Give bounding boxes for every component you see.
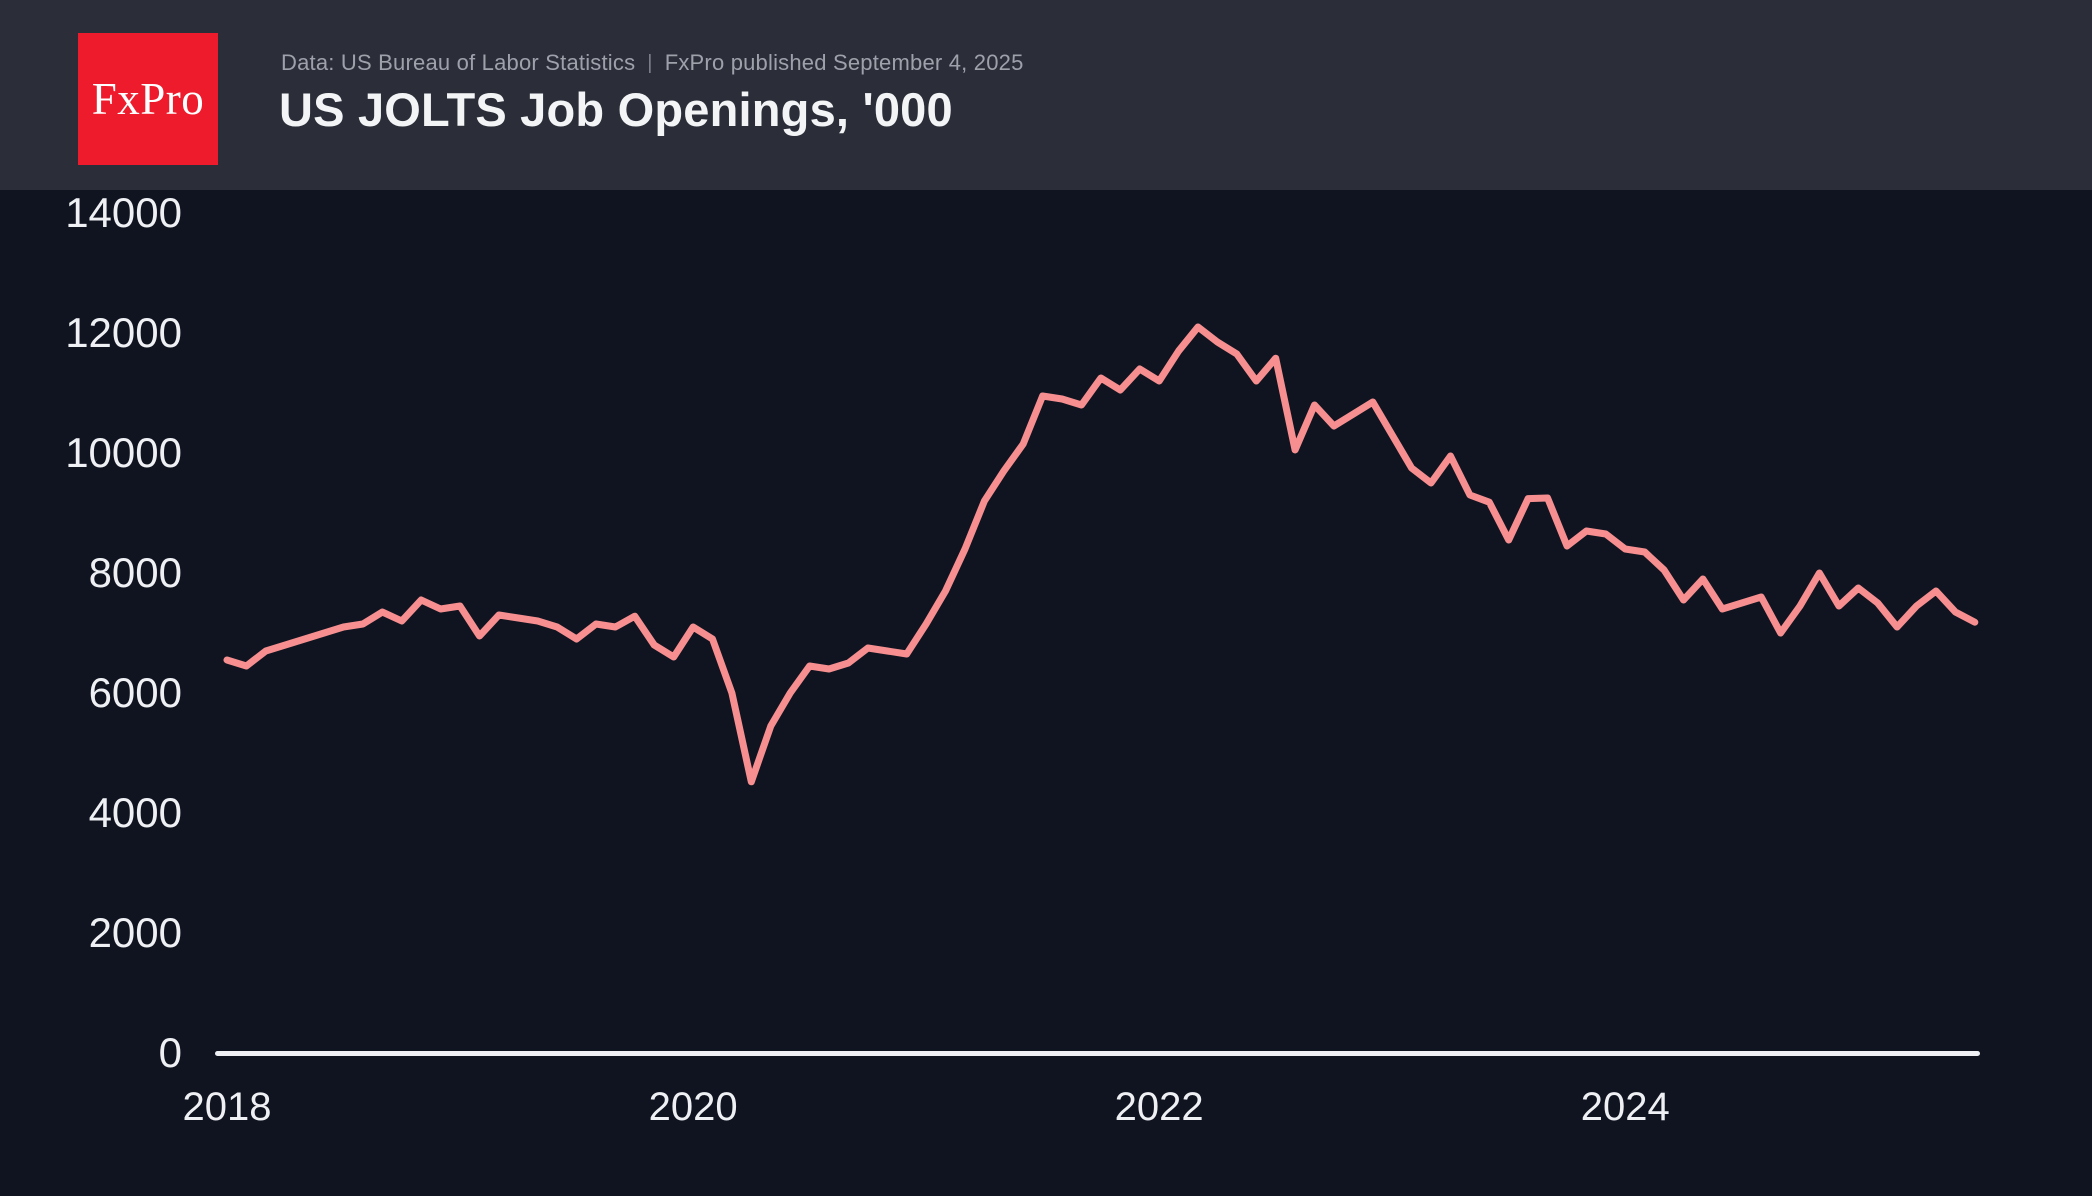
y-axis-tick-label: 6000 [88,669,182,716]
data-source-text: Data: US Bureau of Labor Statistics [281,50,636,75]
x-axis-tick-label: 2018 [182,1085,272,1129]
header-bar: FxPro Data: US Bureau of Labor Statistic… [0,0,2092,190]
published-text: FxPro published September 4, 2025 [664,50,1024,75]
y-axis-tick-label: 0 [158,1029,182,1076]
x-axis-tick-label: 2024 [1580,1085,1670,1129]
plot-area: 0 2000 4000 6000 8000 10000 12000 14000 2018 202… [0,189,2092,1196]
y-axis-tick-label: 12000 [65,309,182,356]
y-axis-tick-label: 2000 [88,909,182,956]
x-axis-line [215,1051,1980,1056]
fxpro-logo: FxPro [78,33,218,165]
job-openings-line-series [223,323,1979,786]
x-axis-tick-label: 2020 [648,1085,738,1129]
x-axis-tick-label: 2022 [1114,1085,1204,1129]
source-line: Data: US Bureau of Labor Statistics | Fx… [281,50,1024,76]
chart-title: US JOLTS Job Openings, '000 [279,83,953,136]
y-axis-tick-label: 8000 [88,549,182,596]
fxpro-logo-text: FxPro [91,74,205,124]
y-axis-tick-label: 14000 [65,189,182,236]
y-axis-tick-label: 10000 [65,429,182,476]
y-axis-tick-label: 4000 [88,789,182,836]
line-chart-canvas [223,323,1979,786]
separator-bar: | [647,51,653,74]
